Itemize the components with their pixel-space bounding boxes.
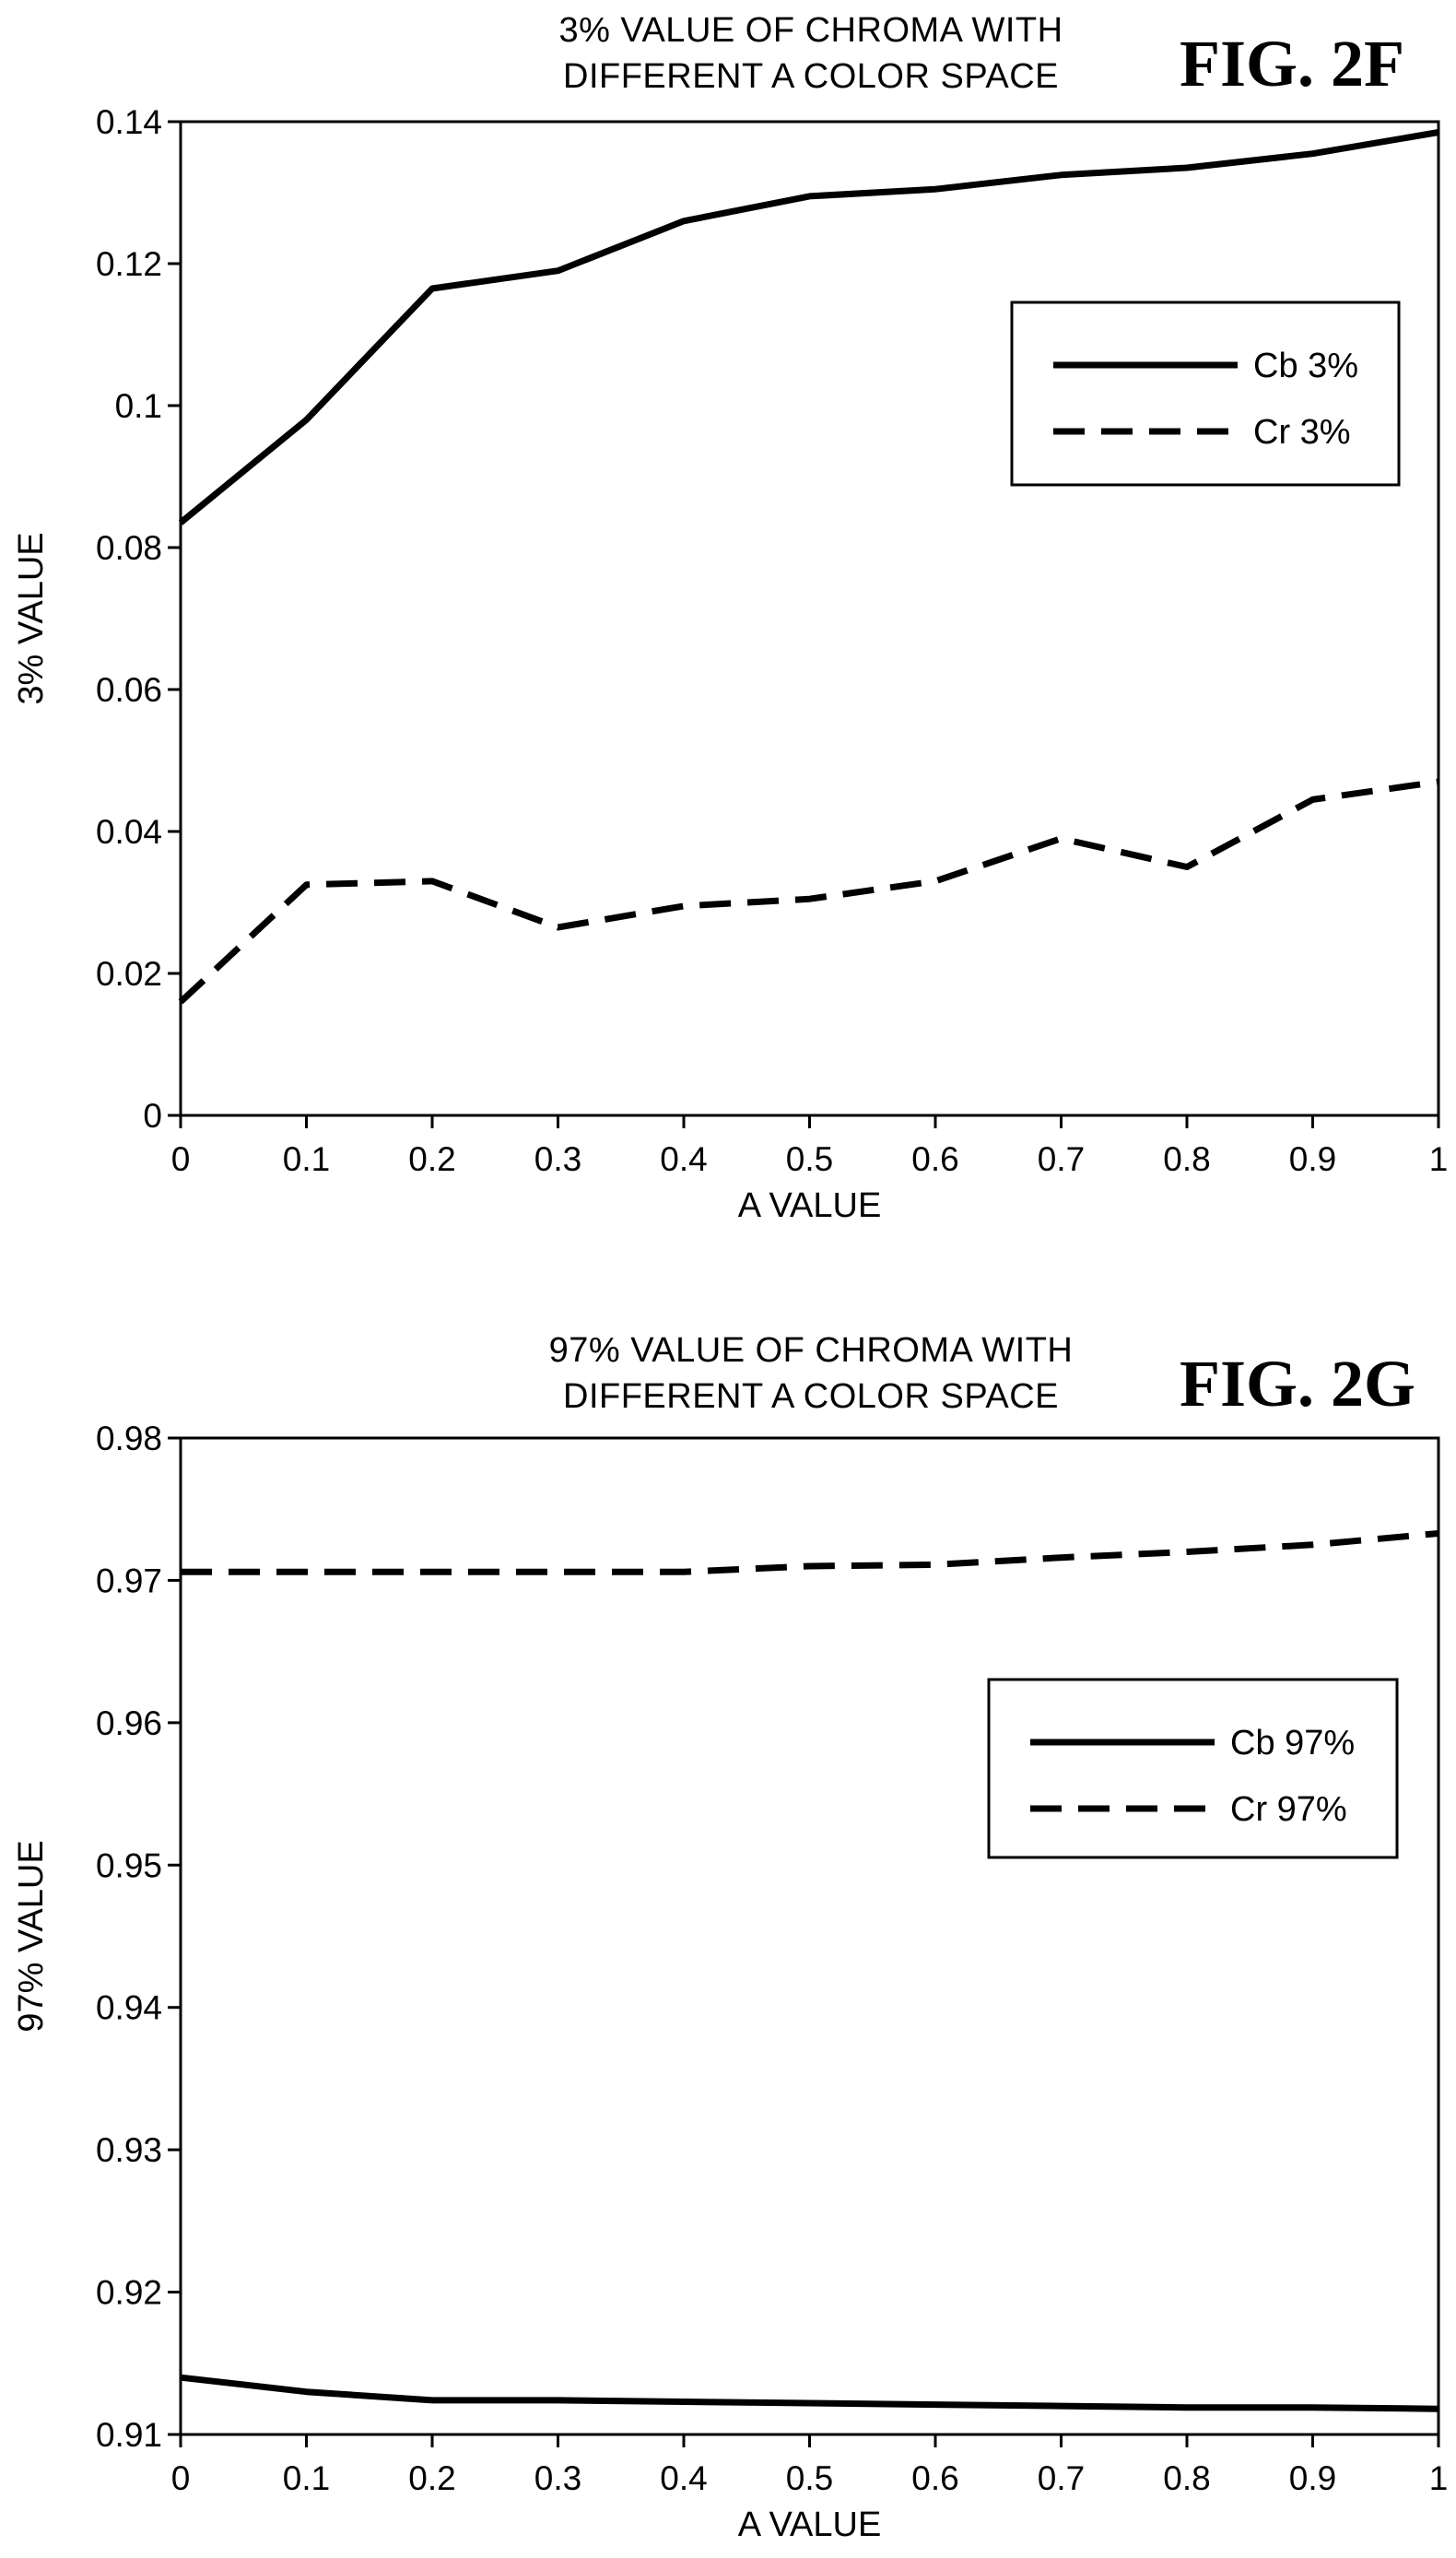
- x-tick-label: 0.5: [786, 2459, 833, 2497]
- plot-frame: [179, 1436, 1440, 2436]
- legend: Cb 3% Cr 3%: [1010, 301, 1401, 487]
- series-line-cr-97: [181, 1530, 1439, 1575]
- x-tick-label: 0.7: [1038, 2459, 1085, 2497]
- y-tick-label: 0.12: [96, 245, 162, 283]
- x-tick-label: 0.3: [534, 2459, 581, 2497]
- x-tick-label: 0: [171, 2459, 191, 2497]
- plot-frame: [179, 120, 1440, 1117]
- y-tick-label: 0.94: [96, 1989, 162, 2027]
- x-axis-label: A VALUE: [738, 2505, 882, 2544]
- x-tick-label: 0.8: [1163, 1140, 1210, 1178]
- legend: Cb 97% Cr 97%: [987, 1678, 1399, 1859]
- chart-title-line-1: 97% VALUE OF CHROMA WITH: [548, 1331, 1074, 1370]
- x-tick-label: 0.4: [660, 1140, 707, 1178]
- chart-title-line-1: 3% VALUE OF CHROMA WITH: [558, 11, 1063, 50]
- x-tick-label: 0.6: [911, 1140, 958, 1178]
- y-tick-label: 0.08: [96, 529, 162, 567]
- legend-box: [1010, 301, 1401, 487]
- y-tick-label: 0.95: [96, 1846, 162, 1884]
- x-tick-label: 0: [171, 1140, 191, 1178]
- y-tick-label: 0.92: [96, 2274, 162, 2312]
- legend-label: Cb 97%: [1230, 1724, 1355, 1762]
- y-tick-label: 0.97: [96, 1562, 162, 1599]
- x-tick-label: 0.9: [1289, 1140, 1336, 1178]
- y-axis-label: 97% VALUE: [12, 1840, 51, 2032]
- x-axis-label: A VALUE: [738, 1186, 882, 1225]
- y-tick-label: 0.1: [115, 387, 162, 425]
- x-tick-label: 1: [1429, 1140, 1449, 1178]
- line-chart: 0 0.02 0.04 0.06 0.08 0.1 0.12 0.14 0 0.1 0.2 0.3 0.…: [12, 103, 1449, 1225]
- x-tick-label: 0.3: [534, 1140, 581, 1178]
- y-tick-label: 0.02: [96, 955, 162, 993]
- x-tick-label: 0.6: [911, 2459, 958, 2497]
- series-line-cb-3: [178, 129, 1439, 525]
- y-tick-label: 0.14: [96, 103, 162, 141]
- x-tick-label: 0.1: [283, 1140, 330, 1178]
- x-tick-label: 0.7: [1038, 1140, 1085, 1178]
- legend-label: Cr 3%: [1253, 413, 1351, 452]
- figure-label: FIG. 2F: [1180, 27, 1404, 100]
- x-tick-label: 1: [1429, 2459, 1449, 2497]
- legend-label: Cr 97%: [1230, 1790, 1347, 1829]
- figure-2g: 97% VALUE OF CHROMA WITH DIFFERENT A COL…: [0, 1309, 1456, 2558]
- figure-2f: 3% VALUE OF CHROMA WITH DIFFERENT A COLO…: [0, 0, 1456, 1263]
- legend-label: Cb 3%: [1253, 347, 1358, 385]
- x-tick-label: 0.1: [283, 2459, 330, 2497]
- y-tick-label: 0.96: [96, 1704, 162, 1742]
- series-line-cb-97: [180, 2374, 1439, 2412]
- figure-label: FIG. 2G: [1180, 1347, 1416, 1420]
- legend-box: [987, 1678, 1399, 1859]
- x-tick-label: 0.5: [786, 1140, 833, 1178]
- y-axis-label: 3% VALUE: [12, 532, 51, 704]
- x-tick-label: 0.4: [660, 2459, 707, 2497]
- y-tick-label: 0.98: [96, 1420, 162, 1457]
- line-chart: 0.910.920.930.940.950.960.970.980 0.1 0.2 0…: [12, 1420, 1449, 2544]
- chart-title: 3% VALUE OF CHROMA WITH DIFFERENT A COLO…: [433, 7, 1189, 100]
- chart-title-line-2: DIFFERENT A COLOR SPACE: [563, 57, 1059, 96]
- chart-title: 97% VALUE OF CHROMA WITH DIFFERENT A COL…: [433, 1327, 1189, 1420]
- x-tick-label: 0.8: [1163, 2459, 1210, 2497]
- x-tick-label: 0.2: [408, 2459, 455, 2497]
- chart-title-line-2: DIFFERENT A COLOR SPACE: [563, 1377, 1059, 1416]
- y-tick-label: 0.06: [96, 671, 162, 709]
- y-tick-label: 0.93: [96, 2131, 162, 2169]
- x-tick-label: 0.2: [408, 1140, 455, 1178]
- x-tick-label: 0.9: [1289, 2459, 1336, 2497]
- y-tick-label: 0: [143, 1097, 162, 1135]
- y-tick-label: 0.91: [96, 2416, 162, 2454]
- series-line-cr-3: [178, 778, 1439, 1005]
- y-tick-label: 0.04: [96, 813, 162, 851]
